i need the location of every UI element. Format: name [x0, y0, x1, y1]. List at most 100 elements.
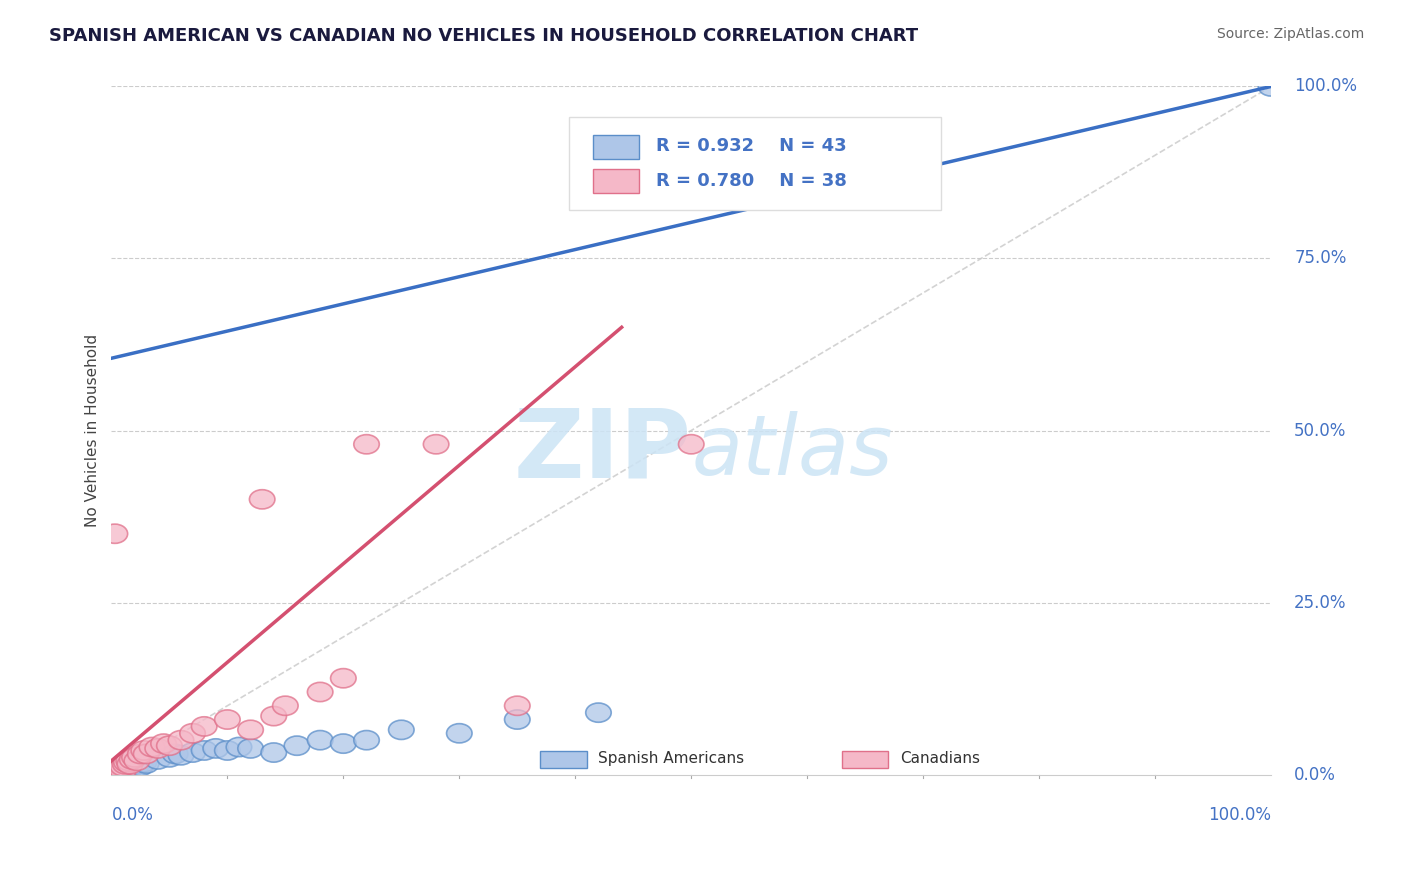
- Ellipse shape: [120, 750, 145, 769]
- Ellipse shape: [103, 762, 129, 781]
- Ellipse shape: [586, 703, 612, 723]
- Ellipse shape: [124, 755, 149, 774]
- Bar: [593, 169, 640, 193]
- Ellipse shape: [191, 717, 217, 736]
- Ellipse shape: [308, 731, 333, 750]
- Ellipse shape: [131, 753, 156, 772]
- Ellipse shape: [110, 759, 136, 779]
- Ellipse shape: [104, 762, 129, 781]
- Ellipse shape: [180, 723, 205, 743]
- Ellipse shape: [131, 741, 156, 760]
- Ellipse shape: [117, 758, 143, 777]
- Text: 0.0%: 0.0%: [1295, 765, 1336, 783]
- Ellipse shape: [101, 762, 127, 780]
- Text: 75.0%: 75.0%: [1295, 250, 1347, 268]
- Ellipse shape: [354, 434, 380, 454]
- Ellipse shape: [105, 762, 131, 780]
- Ellipse shape: [103, 524, 128, 543]
- Ellipse shape: [107, 762, 132, 781]
- Text: Spanish Americans: Spanish Americans: [599, 750, 745, 765]
- Text: 0.0%: 0.0%: [111, 805, 153, 823]
- Ellipse shape: [104, 764, 129, 783]
- Ellipse shape: [134, 754, 159, 773]
- Ellipse shape: [156, 736, 183, 756]
- Ellipse shape: [103, 762, 129, 780]
- Ellipse shape: [110, 756, 136, 776]
- Ellipse shape: [112, 755, 138, 774]
- Ellipse shape: [128, 744, 153, 764]
- Ellipse shape: [139, 738, 165, 756]
- Text: Canadians: Canadians: [900, 750, 980, 765]
- Ellipse shape: [110, 758, 135, 777]
- Ellipse shape: [112, 761, 138, 780]
- Ellipse shape: [308, 682, 333, 702]
- Text: SPANISH AMERICAN VS CANADIAN NO VEHICLES IN HOUSEHOLD CORRELATION CHART: SPANISH AMERICAN VS CANADIAN NO VEHICLES…: [49, 27, 918, 45]
- Ellipse shape: [1258, 77, 1284, 96]
- Ellipse shape: [354, 731, 380, 750]
- Text: atlas: atlas: [692, 410, 893, 491]
- Ellipse shape: [103, 763, 128, 782]
- Ellipse shape: [215, 741, 240, 760]
- Ellipse shape: [163, 744, 188, 764]
- Ellipse shape: [110, 763, 135, 782]
- Ellipse shape: [330, 734, 356, 753]
- Ellipse shape: [273, 696, 298, 715]
- Ellipse shape: [104, 759, 129, 779]
- Ellipse shape: [169, 731, 194, 750]
- Ellipse shape: [103, 763, 128, 782]
- FancyBboxPatch shape: [569, 118, 941, 211]
- Ellipse shape: [122, 758, 148, 777]
- Text: 100.0%: 100.0%: [1295, 78, 1357, 95]
- Text: 25.0%: 25.0%: [1295, 593, 1347, 612]
- Ellipse shape: [128, 756, 153, 776]
- Ellipse shape: [117, 751, 142, 771]
- Text: 100.0%: 100.0%: [1208, 805, 1271, 823]
- Ellipse shape: [180, 743, 205, 762]
- Ellipse shape: [107, 759, 132, 779]
- Ellipse shape: [117, 759, 142, 779]
- Ellipse shape: [238, 720, 263, 739]
- Ellipse shape: [108, 761, 134, 780]
- Ellipse shape: [115, 759, 141, 778]
- Ellipse shape: [215, 710, 240, 729]
- Y-axis label: No Vehicles in Household: No Vehicles in Household: [86, 334, 100, 527]
- Ellipse shape: [238, 739, 263, 758]
- Ellipse shape: [284, 736, 309, 756]
- Ellipse shape: [447, 723, 472, 743]
- Ellipse shape: [679, 434, 704, 454]
- Ellipse shape: [505, 696, 530, 715]
- Ellipse shape: [145, 750, 170, 769]
- Ellipse shape: [134, 744, 159, 764]
- Ellipse shape: [117, 755, 143, 774]
- Ellipse shape: [110, 762, 136, 780]
- Ellipse shape: [202, 739, 229, 758]
- Ellipse shape: [262, 743, 287, 762]
- Ellipse shape: [114, 753, 139, 772]
- Text: R = 0.932    N = 43: R = 0.932 N = 43: [657, 137, 846, 155]
- Ellipse shape: [110, 762, 136, 780]
- Text: 50.0%: 50.0%: [1295, 422, 1347, 440]
- Ellipse shape: [388, 720, 415, 739]
- Bar: [540, 751, 586, 768]
- Ellipse shape: [120, 756, 145, 776]
- Ellipse shape: [423, 434, 449, 454]
- Ellipse shape: [262, 706, 287, 726]
- Ellipse shape: [156, 747, 183, 767]
- Text: ZIP: ZIP: [513, 405, 692, 498]
- Text: Source: ZipAtlas.com: Source: ZipAtlas.com: [1216, 27, 1364, 41]
- Ellipse shape: [108, 760, 134, 780]
- Ellipse shape: [122, 747, 148, 767]
- Ellipse shape: [226, 738, 252, 756]
- Ellipse shape: [145, 739, 170, 758]
- Ellipse shape: [124, 751, 149, 771]
- Bar: [593, 135, 640, 159]
- Bar: [842, 751, 889, 768]
- Ellipse shape: [150, 734, 176, 753]
- Ellipse shape: [330, 669, 356, 688]
- Ellipse shape: [249, 490, 276, 509]
- Ellipse shape: [114, 760, 139, 780]
- Ellipse shape: [191, 741, 217, 760]
- Ellipse shape: [105, 761, 131, 780]
- Text: R = 0.780    N = 38: R = 0.780 N = 38: [657, 172, 848, 190]
- Ellipse shape: [169, 746, 194, 765]
